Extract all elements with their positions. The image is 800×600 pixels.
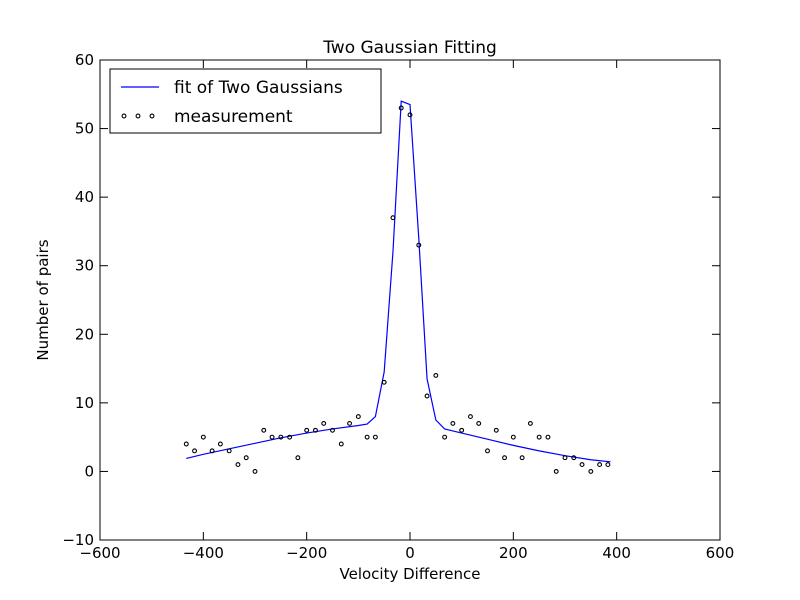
- measurement-point: [295, 455, 301, 461]
- measurement-point: [571, 455, 577, 461]
- measurement-point: [355, 414, 361, 420]
- measurement-point: [442, 434, 448, 440]
- measurement-point: [527, 420, 533, 426]
- measurement-point: [226, 448, 232, 454]
- x-tick-label: 0: [405, 544, 415, 562]
- measurement-point: [416, 242, 422, 248]
- measurement-point: [450, 420, 456, 426]
- measurement-point: [243, 455, 249, 461]
- measurement-point: [597, 462, 603, 468]
- measurement-point: [235, 462, 241, 468]
- measurement-point: [304, 427, 310, 433]
- measurement-point: [545, 434, 551, 440]
- x-tick-label: 200: [499, 544, 528, 562]
- measurement-point: [579, 462, 585, 468]
- measurement-point: [502, 455, 507, 461]
- axis-ticks: −600 −400 −200 0 200 400 600 −10 0 10 20 30 40 50 60: [62, 51, 734, 562]
- measurement-point: [519, 455, 525, 461]
- measurement-point: [424, 393, 430, 399]
- measurement-point: [287, 434, 293, 440]
- x-tick-label: −400: [183, 544, 224, 562]
- measurement-point: [553, 468, 559, 474]
- measurement-point: [381, 379, 387, 385]
- y-tick-label: 50: [75, 120, 94, 138]
- measurement-point: [269, 434, 275, 440]
- measurement-point: [364, 434, 370, 440]
- measurement-point: [493, 427, 499, 433]
- measurement-point: [468, 414, 473, 420]
- measurement-point: [192, 448, 198, 454]
- measurement-point: [588, 468, 594, 474]
- legend-label-fit: fit of Two Gaussians: [174, 78, 343, 98]
- measurement-point: [183, 441, 189, 447]
- measurement-point: [562, 455, 568, 461]
- measurement-point: [252, 468, 258, 474]
- y-axis-label: Number of pairs: [34, 239, 52, 360]
- measurement-point: [476, 420, 482, 426]
- measurement-point: [536, 434, 542, 440]
- y-tick-label: 30: [75, 257, 94, 275]
- measurement-point: [433, 372, 439, 378]
- fit-line: [186, 100, 611, 463]
- measurement-point: [200, 434, 206, 440]
- x-axis-label: Velocity Difference: [340, 565, 481, 583]
- measurement-point: [605, 462, 611, 468]
- measurement-point: [261, 427, 267, 433]
- y-tick-label: 0: [84, 462, 94, 480]
- plot-area: [183, 100, 611, 474]
- y-tick-label: 60: [75, 51, 94, 69]
- measurement-point: [217, 441, 223, 447]
- measurement-point: [321, 420, 327, 426]
- measurement-point: [485, 448, 490, 454]
- x-tick-label: −200: [286, 544, 327, 562]
- measurement-point: [398, 105, 404, 111]
- legend-dot: [149, 113, 155, 119]
- legend-dot: [135, 113, 141, 119]
- y-tick-label: 20: [75, 325, 94, 343]
- legend-dot: [121, 113, 127, 119]
- x-tick-label: 400: [602, 544, 631, 562]
- measurement-point: [372, 434, 378, 440]
- y-tick-label: 40: [75, 188, 94, 206]
- x-tick-label: 600: [706, 544, 735, 562]
- measurement-point: [459, 427, 465, 433]
- measurement-point: [347, 420, 352, 426]
- measurement-point: [338, 441, 344, 447]
- chart-title: Two Gaussian Fitting: [322, 38, 497, 58]
- legend-scatter-swatch: [121, 113, 155, 119]
- measurement-point: [510, 434, 516, 440]
- measurement-point: [209, 448, 215, 454]
- legend-box: [109, 68, 382, 134]
- y-tick-label: −10: [62, 531, 94, 549]
- measurement-point: [278, 434, 284, 440]
- measurement-point: [313, 427, 318, 433]
- measurement-point: [330, 427, 335, 433]
- measurement-point: [407, 112, 413, 118]
- measurement-point: [390, 215, 396, 221]
- legend-label-measurement: measurement: [174, 107, 293, 127]
- y-tick-label: 10: [75, 394, 94, 412]
- x-tick-label: −600: [79, 544, 120, 562]
- legend: fit of Two Gaussians measurement: [109, 68, 382, 134]
